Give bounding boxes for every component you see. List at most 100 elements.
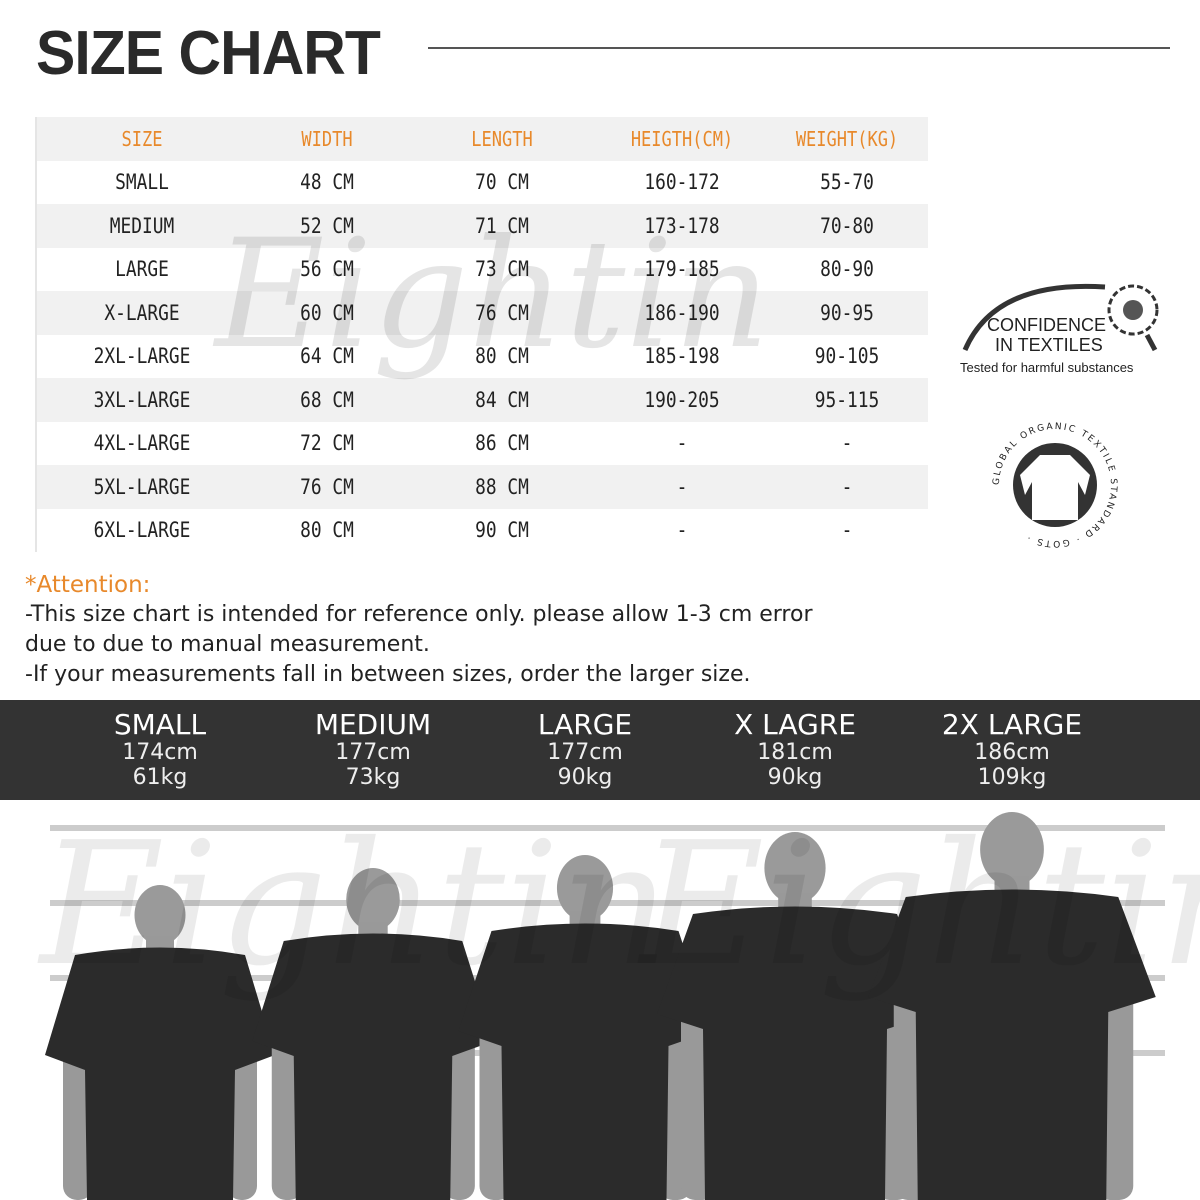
table-row: 6XL-LARGE 80 CM 90 CM - - bbox=[37, 509, 928, 553]
table-row: SMALL 48 CM 70 CM 160-172 55-70 bbox=[37, 161, 928, 205]
table-cell: 76 CM bbox=[300, 474, 354, 499]
attention-heading: *Attention: bbox=[25, 572, 151, 598]
title-divider bbox=[428, 47, 1170, 49]
model-height: 177cm bbox=[335, 740, 411, 765]
header-cell: LENGTH bbox=[471, 126, 533, 151]
model-figure bbox=[868, 812, 1156, 1200]
attention-line: -If your measurements fall in between si… bbox=[25, 662, 751, 687]
table-cell: 70 CM bbox=[475, 170, 529, 195]
table-cell: 186-190 bbox=[644, 300, 720, 325]
table-row: LARGE 56 CM 73 CM 179-185 80-90 bbox=[37, 248, 928, 292]
table-cell: 73 CM bbox=[475, 257, 529, 282]
model-size-band: SMALL 174cm 61kg MEDIUM 177cm 73kg LARGE 177cm 9… bbox=[0, 700, 1200, 800]
table-cell: 90-95 bbox=[820, 300, 874, 325]
table-cell: 55-70 bbox=[820, 170, 874, 195]
attention-line: due to due to manual measurement. bbox=[25, 632, 430, 657]
oeko-line2: IN TEXTILES bbox=[995, 335, 1103, 355]
model-figure bbox=[45, 885, 275, 1200]
oeko-line1: CONFIDENCE bbox=[987, 315, 1106, 335]
model-height: 181cm bbox=[757, 740, 833, 765]
table-cell: 173-178 bbox=[644, 213, 720, 238]
header-cell: WEIGHT(KG) bbox=[795, 126, 899, 151]
table-cell: 2XL-LARGE bbox=[93, 344, 191, 369]
model-figure bbox=[458, 855, 712, 1200]
model-column: LARGE 177cm 90kg bbox=[485, 708, 685, 791]
table-cell: 185-198 bbox=[644, 344, 720, 369]
table-row: 2XL-LARGE 64 CM 80 CM 185-198 90-105 bbox=[37, 335, 928, 379]
table-cell: 72 CM bbox=[300, 431, 354, 456]
table-cell: 5XL-LARGE bbox=[93, 474, 191, 499]
table-cell: 60 CM bbox=[300, 300, 354, 325]
table-cell: 3XL-LARGE bbox=[93, 387, 191, 412]
table-cell: 90 CM bbox=[475, 518, 529, 543]
model-weight: 61kg bbox=[132, 765, 188, 790]
header-cell: WIDTH bbox=[301, 126, 353, 151]
table-cell: 71 CM bbox=[475, 213, 529, 238]
page-title: SIZE CHART bbox=[36, 19, 381, 88]
table-cell: - bbox=[676, 518, 688, 543]
table-cell: 160-172 bbox=[644, 170, 720, 195]
table-cell: - bbox=[676, 474, 688, 499]
model-column: 2X LARGE 186cm 109kg bbox=[912, 708, 1112, 791]
model-size: SMALL bbox=[113, 708, 207, 741]
table-row: 4XL-LARGE 72 CM 86 CM - - bbox=[37, 422, 928, 466]
model-height: 186cm bbox=[974, 740, 1050, 765]
model-height: 174cm bbox=[122, 740, 198, 765]
model-weight: 73kg bbox=[345, 765, 401, 790]
table-cell: 84 CM bbox=[475, 387, 529, 412]
table-cell: 95-115 bbox=[814, 387, 880, 412]
table-cell: SMALL bbox=[115, 170, 169, 195]
model-size: MEDIUM bbox=[314, 708, 432, 741]
table-cell: MEDIUM bbox=[109, 213, 175, 238]
model-column: X LAGRE 181cm 90kg bbox=[695, 708, 895, 791]
table-row: 3XL-LARGE 68 CM 84 CM 190-205 95-115 bbox=[37, 378, 928, 422]
table-cell: 80 CM bbox=[475, 344, 529, 369]
table-row: MEDIUM 52 CM 71 CM 173-178 70-80 bbox=[37, 204, 928, 248]
table-row: 5XL-LARGE 76 CM 88 CM - - bbox=[37, 465, 928, 509]
model-silhouettes bbox=[45, 812, 1165, 1200]
table-cell: 64 CM bbox=[300, 344, 354, 369]
model-weight: 90kg bbox=[767, 765, 823, 790]
table-cell: 48 CM bbox=[300, 170, 354, 195]
table-row: X-LARGE 60 CM 76 CM 186-190 90-95 bbox=[37, 291, 928, 335]
table-cell: 6XL-LARGE bbox=[93, 518, 191, 543]
table-cell: 88 CM bbox=[475, 474, 529, 499]
table-header: SIZE WIDTH LENGTH HEIGTH(CM) WEIGHT(KG) bbox=[37, 117, 928, 161]
model-size: LARGE bbox=[537, 708, 633, 741]
header-cell: SIZE bbox=[121, 126, 163, 151]
size-table: SIZE WIDTH LENGTH HEIGTH(CM) WEIGHT(KG) … bbox=[35, 117, 928, 552]
table-cell: - bbox=[841, 431, 853, 456]
model-column: SMALL 174cm 61kg bbox=[60, 708, 260, 791]
table-cell: 80-90 bbox=[820, 257, 874, 282]
model-weight: 90kg bbox=[557, 765, 613, 790]
model-figure bbox=[252, 868, 494, 1200]
model-weight: 109kg bbox=[977, 765, 1047, 790]
table-cell: 4XL-LARGE bbox=[93, 431, 191, 456]
model-size: X LAGRE bbox=[734, 708, 856, 741]
table-cell: 179-185 bbox=[644, 257, 720, 282]
model-size: 2X LARGE bbox=[941, 708, 1083, 741]
table-cell: 56 CM bbox=[300, 257, 354, 282]
model-height: 177cm bbox=[547, 740, 623, 765]
table-cell: LARGE bbox=[115, 257, 169, 282]
table-cell: 80 CM bbox=[300, 518, 354, 543]
table-cell: 52 CM bbox=[300, 213, 354, 238]
table-cell: - bbox=[676, 431, 688, 456]
table-cell: 68 CM bbox=[300, 387, 354, 412]
table-cell: 90-105 bbox=[814, 344, 880, 369]
table-cell: X-LARGE bbox=[104, 300, 180, 325]
table-cell: 70-80 bbox=[820, 213, 874, 238]
table-cell: 190-205 bbox=[644, 387, 720, 412]
model-column: MEDIUM 177cm 73kg bbox=[273, 708, 473, 791]
height-line bbox=[50, 825, 1165, 831]
attention-line: -This size chart is intended for referen… bbox=[25, 602, 813, 627]
table-cell: 76 CM bbox=[475, 300, 529, 325]
header-cell: HEIGTH(CM) bbox=[630, 126, 734, 151]
gots-logo: GLOBAL ORGANIC TEXTILE STANDARD · GOTS · bbox=[992, 422, 1116, 548]
model-figure bbox=[657, 832, 933, 1200]
table-cell: - bbox=[841, 518, 853, 543]
table-cell: - bbox=[841, 474, 853, 499]
table-cell: 86 CM bbox=[475, 431, 529, 456]
oeko-tex-logo: CONFIDENCE IN TEXTILES Tested for harmfu… bbox=[960, 283, 1159, 375]
oeko-line3: Tested for harmful substances bbox=[960, 360, 1134, 375]
